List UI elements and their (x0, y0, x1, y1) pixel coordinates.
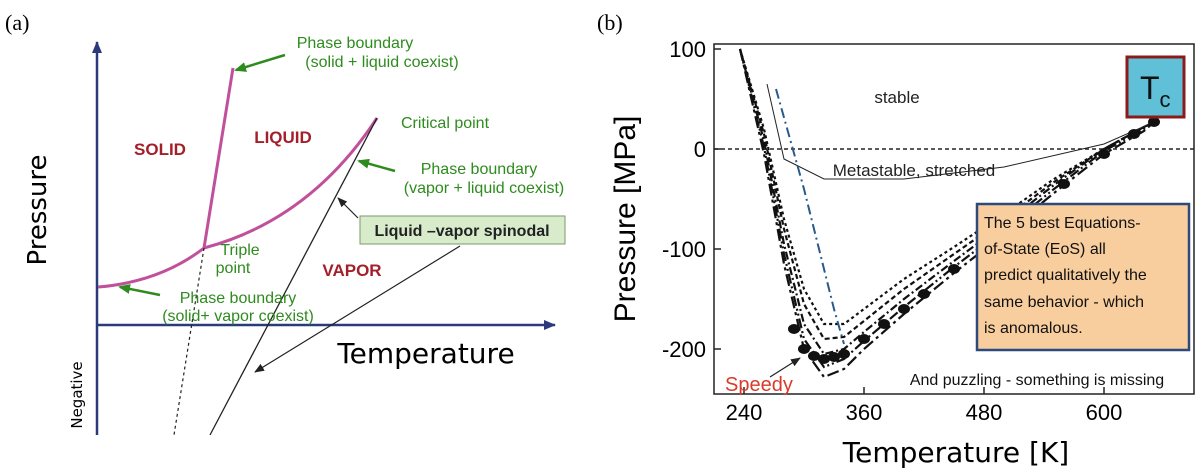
x-axis-label-a: Temperature (336, 337, 514, 370)
solid-liquid-boundary (202, 67, 235, 249)
spinodal-label: Liquid –vapor spinodal (374, 223, 549, 240)
annot-triple-2: point (216, 260, 251, 277)
x-ticks-b: 240 360 480 600 (726, 387, 1123, 425)
x-tick-label: 240 (726, 400, 763, 425)
y-tick-label: 100 (669, 37, 706, 62)
eos-series-3 (738, 48, 1155, 356)
annot-critical-point: Critical point (401, 115, 490, 132)
x-tick-label: 480 (966, 400, 1003, 425)
annot-vapor-liquid-2: (vapor + liquid coexist) (404, 180, 565, 197)
annot-solid-liquid-2: (solid + liquid coexist) (305, 54, 458, 71)
tc-box (1125, 55, 1186, 119)
annot-solid-liquid-1: Phase boundary (297, 35, 414, 52)
eos-series-5 (738, 48, 1155, 379)
arrow-solid-liquid (234, 53, 286, 72)
dot-point (1098, 149, 1110, 159)
eos-line-1: The 5 best Equations- (984, 215, 1141, 232)
spinodal-box (359, 215, 566, 245)
speedy-curve (775, 88, 845, 345)
dot-point (948, 264, 960, 274)
y-tick-label: 0 (694, 137, 706, 162)
dot-point (878, 319, 890, 329)
dot-point (1058, 179, 1070, 189)
dot-point (828, 352, 840, 362)
panel-a-label: (a) (5, 10, 29, 35)
stable-label: stable (874, 88, 919, 107)
dot-point (1128, 129, 1140, 139)
annot-solid-vapor-1: Phase boundary (180, 290, 297, 307)
annot-solid-vapor-2: (solid+ vapor coexist) (162, 308, 314, 325)
eos-line-3: predict qualitatively the (984, 267, 1147, 284)
y-tick-label: -100 (662, 237, 706, 262)
x-axis-label-b: Temperature [K] (842, 436, 1069, 469)
negative-label: Negative (68, 361, 86, 428)
eos-box (975, 202, 1191, 352)
panel-a: (a) Pressure Temperature Negative SOLID … (5, 10, 566, 436)
puzzling-label: And puzzling - something is missing (910, 372, 1164, 389)
metastable-extension (173, 247, 205, 436)
region-vapor: VAPOR (322, 261, 381, 280)
panel-b-label: (b) (597, 10, 623, 35)
x-tick-label: 600 (1086, 400, 1123, 425)
eos-line-2: of-State (EoS) all (984, 241, 1106, 258)
annot-vapor-liquid-1: Phase boundary (421, 161, 538, 178)
region-solid: SOLID (134, 140, 186, 159)
dot-point (818, 354, 830, 364)
y-axis-label-a: Pressure (23, 154, 53, 265)
dot-point (788, 324, 800, 334)
plot-frame-b (713, 43, 1195, 395)
thin-curve (766, 83, 1155, 180)
dot-point (858, 334, 870, 344)
speedy-arrow (769, 357, 801, 378)
vapor-liquid-boundary (203, 117, 379, 250)
panel-b: (b) 100 0 -100 -200 240 360 480 600 Pressure [… (597, 10, 1195, 469)
y-axis-label-b: Pressure [MPa] (609, 116, 642, 323)
spinodal-line (209, 117, 378, 436)
dot-point (1148, 117, 1160, 127)
arrow-vapor-liquid (357, 158, 396, 173)
y-tick-label: -200 (662, 337, 706, 362)
eos-line-4: same behavior - which (984, 294, 1144, 311)
dot-point (808, 351, 820, 361)
eos-line-5: is anomalous. (984, 320, 1083, 337)
tc-label: Tc (1140, 70, 1171, 112)
solid-vapor-boundary (97, 246, 205, 289)
x-tick-label: 360 (846, 400, 883, 425)
metastable-label: Metastable, stretched (833, 161, 996, 180)
region-liquid: LIQUID (254, 128, 312, 147)
dot-point (918, 289, 930, 299)
y-ticks-b: 100 0 -100 -200 (662, 37, 721, 362)
arrow-spinodal-lower (254, 245, 461, 373)
eos-curves (738, 48, 1155, 379)
dot-point (798, 344, 810, 354)
dot-point (838, 349, 850, 359)
dot-point (898, 304, 910, 314)
annot-triple-1: Triple (220, 242, 260, 259)
eos-series-4 (738, 48, 1155, 369)
arrow-spinodal-upper (337, 197, 359, 219)
arrow-solid-vapor (118, 284, 161, 297)
speedy-label: Speedy (725, 374, 793, 396)
